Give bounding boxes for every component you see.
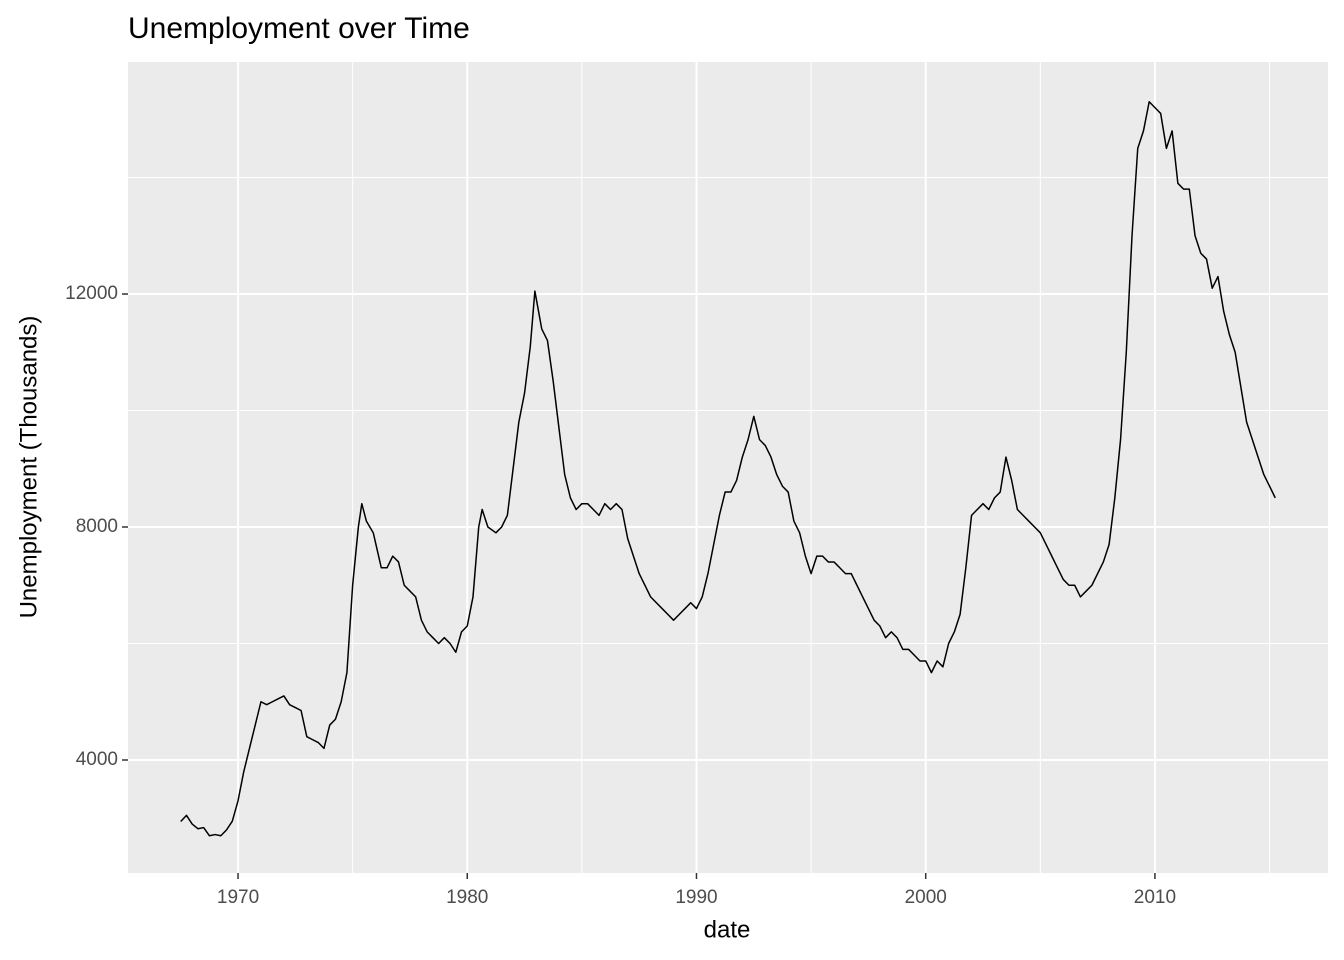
x-axis-label: date	[704, 916, 751, 943]
x-tick-label: 2000	[905, 887, 947, 908]
x-tick-label: 1980	[446, 887, 488, 908]
plot-panel	[128, 62, 1328, 873]
y-tick-label: 12000	[65, 283, 118, 304]
y-axis-label: Unemployment (Thousands)	[15, 316, 42, 619]
y-tick-label: 4000	[76, 749, 118, 770]
data-line	[180, 101, 1276, 837]
x-tick-label: 2010	[1134, 887, 1176, 908]
chart-title: Unemployment over Time	[128, 12, 470, 45]
x-tick-label: 1990	[675, 887, 717, 908]
x-tick-label: 1970	[217, 887, 259, 908]
y-tick-label: 8000	[76, 516, 118, 537]
